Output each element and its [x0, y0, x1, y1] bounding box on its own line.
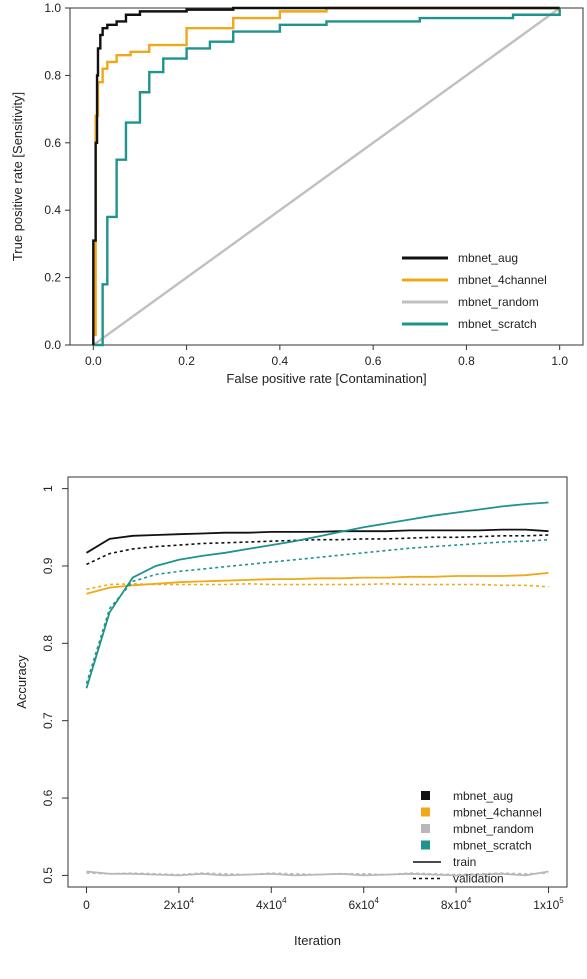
- acc-y-tick-label: 1: [41, 485, 55, 492]
- accuracy-chart: 0 2x104 4x104 6x104 8x104 1x1050.50.60.70.80.…: [14, 476, 568, 948]
- acc-x-axis-label: Iteration: [294, 933, 341, 948]
- acc-validation-line-mbnet_aug: [86, 534, 549, 566]
- roc-x-tick-label: 0.0: [85, 354, 102, 368]
- acc-x-tick-label: 4x104: [256, 896, 287, 912]
- acc-train-line-mbnet_scratch: [85, 501, 549, 689]
- acc-x-tick-label: 8x104: [441, 896, 472, 912]
- roc-x-tick-label: 0.2: [178, 354, 195, 368]
- roc-y-axis-label: True positive rate [Sensitivity]: [10, 92, 25, 261]
- acc-y-tick-label: 0.6: [41, 789, 55, 806]
- acc-y-tick-label: 0.9: [41, 557, 55, 574]
- roc-x-axis-label: False positive rate [Contamination]: [226, 371, 426, 386]
- acc-x-tick-label: 2x104: [164, 896, 195, 912]
- acc-x-tick-exponent: 4: [190, 896, 195, 905]
- roc-legend-label-mbnet_aug: mbnet_aug: [458, 251, 518, 265]
- roc-legend-label-mbnet_random: mbnet_random: [458, 295, 539, 309]
- acc-validation-line-mbnet_scratch: [85, 538, 549, 684]
- acc-legend-swatch-mbnet_aug: [421, 791, 430, 800]
- acc-legend-swatch-mbnet_scratch: [421, 840, 430, 850]
- acc-x-tick-exponent: 4: [467, 896, 472, 905]
- roc-line-mbnet_aug: [92, 6, 560, 345]
- roc-x-tick-label: 0.8: [458, 354, 475, 368]
- acc-x-tick-base: 8x10: [441, 898, 467, 912]
- acc-plot-frame: [67, 476, 568, 888]
- acc-x-tick-exponent: 5: [559, 896, 564, 905]
- acc-legend-label-mbnet_random: mbnet_random: [453, 822, 534, 836]
- roc-y-tick-label: 0.2: [44, 271, 61, 285]
- roc-x-tick-label: 1.0: [551, 354, 568, 368]
- acc-y-tick-label: 0.7: [41, 712, 55, 729]
- acc-legend-label-train: train: [453, 855, 476, 869]
- acc-legend-label-mbnet_scratch: mbnet_scratch: [453, 839, 532, 853]
- roc-y-tick-label: 0.8: [44, 68, 61, 82]
- acc-y-axis-label: Accuracy: [14, 655, 29, 709]
- roc-y-tick-label: 1.0: [44, 1, 61, 15]
- roc-x-tick-label: 0.4: [272, 354, 289, 368]
- roc-y-tick-label: 0.4: [44, 203, 61, 217]
- acc-legend-swatch-mbnet_random: [421, 824, 430, 833]
- acc-x-tick-label: 6x104: [348, 896, 379, 912]
- acc-legend-label-mbnet_aug: mbnet_aug: [453, 789, 513, 803]
- acc-y-tick-label: 0.8: [41, 635, 55, 652]
- roc-y-tick-label: 0.0: [44, 338, 61, 352]
- acc-validation-line-mbnet_4channel: [86, 582, 549, 590]
- roc-x-tick-label: 0.6: [365, 354, 382, 368]
- roc-line-mbnet_random: [92, 7, 561, 346]
- acc-x-tick-exponent: 4: [282, 896, 287, 905]
- acc-x-tick-base: 4x10: [256, 898, 282, 912]
- acc-x-tick-base: 2x10: [164, 898, 190, 912]
- acc-x-tick-label: 1x105: [533, 896, 564, 912]
- acc-x-tick-label: 0: [83, 898, 90, 912]
- roc-y-tick-label: 0.6: [44, 136, 61, 150]
- acc-x-tick-base: 1x10: [533, 898, 559, 912]
- acc-train-line-mbnet_aug: [86, 528, 549, 554]
- acc-y-tick-label: 0.5: [41, 867, 55, 884]
- acc-train-line-mbnet_4channel: [86, 572, 549, 595]
- acc-legend-label-mbnet_4channel: mbnet_4channel: [453, 806, 542, 820]
- acc-x-tick-base: 0: [83, 898, 90, 912]
- roc-legend-label-mbnet_4channel: mbnet_4channel: [458, 273, 547, 287]
- roc-legend-label-mbnet_scratch: mbnet_scratch: [458, 317, 537, 331]
- acc-train-line-mbnet_random: [86, 870, 549, 877]
- roc-chart: 0.0 0.2 0.4 0.6 0.8 1.0 0.0 0.2 0.4 0.6 0.8 1.0 Fals…: [10, 1, 584, 386]
- acc-legend-swatch-mbnet_4channel: [421, 807, 430, 817]
- acc-x-tick-base: 6x10: [348, 898, 374, 912]
- roc-line-mbnet_scratch: [93, 8, 561, 347]
- acc-x-tick-exponent: 4: [374, 896, 379, 905]
- acc-legend-label-validation: validation: [453, 872, 504, 886]
